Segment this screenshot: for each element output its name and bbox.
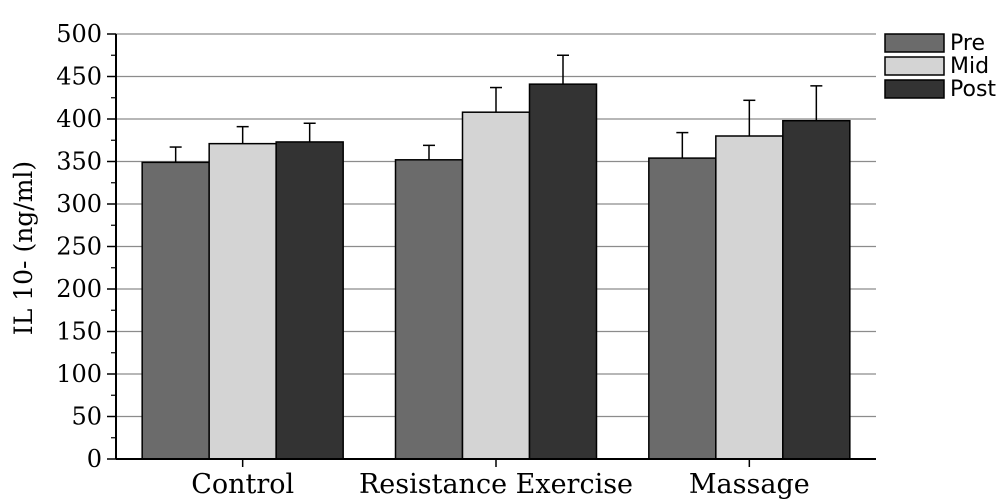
bar-post-2 <box>528 83 598 460</box>
legend-label-post: Post <box>950 77 996 102</box>
y-tick-label: 0 <box>87 445 102 473</box>
legend-swatch-pre <box>884 33 945 53</box>
y-tick-label: 500 <box>56 20 102 48</box>
y-tick-label: 250 <box>56 233 102 261</box>
x-category-label: Resistance Exercise <box>359 469 633 500</box>
y-tick-label: 100 <box>56 360 102 388</box>
y-tick-label: 50 <box>71 403 102 431</box>
error-bars <box>169 54 823 163</box>
legend-label-mid: Mid <box>950 54 989 79</box>
y-tick-label: 350 <box>56 148 102 176</box>
bar-pre-1 <box>141 161 210 460</box>
legend-swatch-post <box>884 79 945 99</box>
y-tick-label: 450 <box>56 63 102 91</box>
y-axis-ticks: 0 50 100 150 200 250 300 350 400 450 500 <box>56 20 116 473</box>
legend-background <box>878 0 920 22</box>
legend-label-pre: Pre <box>950 31 985 56</box>
bar-pre-2 <box>394 159 464 460</box>
y-tick-label: 200 <box>56 275 102 303</box>
y-tick-label: 300 <box>56 190 102 218</box>
bars <box>141 83 851 460</box>
legend-swatch-mid <box>884 56 945 76</box>
y-tick-label: 400 <box>56 105 102 133</box>
bar-post-1 <box>275 141 344 460</box>
bar-mid-3 <box>715 135 784 460</box>
x-category-label: Massage <box>689 469 810 500</box>
x-category-label: Control <box>191 469 294 500</box>
bar-post-3 <box>782 119 851 460</box>
bar-mid-1 <box>208 142 277 460</box>
x-axis-categories: Control Resistance Exercise Massage <box>191 459 810 500</box>
y-axis-label: IL 10- (ng/ml) <box>9 161 38 335</box>
y-tick-label: 150 <box>56 318 102 346</box>
bar-mid-2 <box>461 111 531 460</box>
bar-pre-3 <box>648 157 717 460</box>
